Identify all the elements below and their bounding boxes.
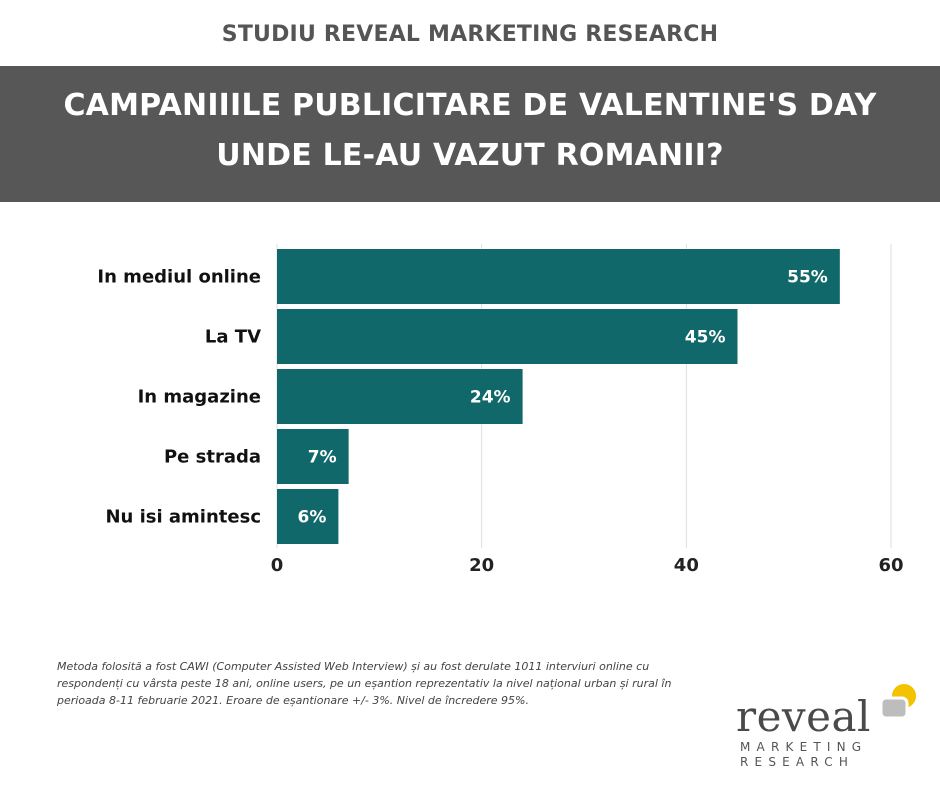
data-label: 7% <box>308 448 337 468</box>
chart-title-line2: UNDE LE-AU VAZUT ROMANII? <box>216 138 724 173</box>
category-label: Nu isi amintesc <box>105 507 261 528</box>
title-banner: CAMPANIIILE PUBLICITARE DE VALENTINE'S D… <box>0 66 940 202</box>
logo-wordmark: reveal <box>736 692 871 741</box>
x-tick-label: 0 <box>271 555 284 576</box>
data-label: 55% <box>787 268 828 288</box>
bar <box>277 429 349 484</box>
study-title: STUDIU REVEAL MARKETING RESEARCH <box>221 22 719 47</box>
logo-line-research: RESEARCH <box>740 755 855 769</box>
logo-line-marketing: MARKETING <box>740 740 868 754</box>
bar <box>277 249 840 304</box>
data-label: 45% <box>685 328 726 348</box>
bar-chart: 0 20 40 60 In mediul online 55% La TV 45% In mag… <box>97 244 904 576</box>
logo-mark-icon <box>879 684 916 720</box>
x-tick-label: 60 <box>878 555 903 576</box>
methodology-footnote: Metoda folosită a fost CAWI (Computer As… <box>57 660 672 707</box>
chart-title-line1: CAMPANIIILE PUBLICITARE DE VALENTINE'S D… <box>63 88 877 123</box>
category-label: Pe strada <box>164 447 261 468</box>
x-tick-label: 40 <box>674 555 699 576</box>
x-tick-label: 20 <box>469 555 494 576</box>
category-label: In mediul online <box>97 267 261 288</box>
category-label: In magazine <box>138 387 261 408</box>
bar <box>277 309 738 364</box>
reveal-logo: reveal MARKETING RESEARCH <box>736 680 926 775</box>
data-label: 6% <box>298 508 327 528</box>
data-label: 24% <box>470 388 511 408</box>
logo-box-icon <box>879 696 909 720</box>
bar <box>277 369 523 424</box>
category-label: La TV <box>205 327 261 348</box>
bar <box>277 489 339 544</box>
